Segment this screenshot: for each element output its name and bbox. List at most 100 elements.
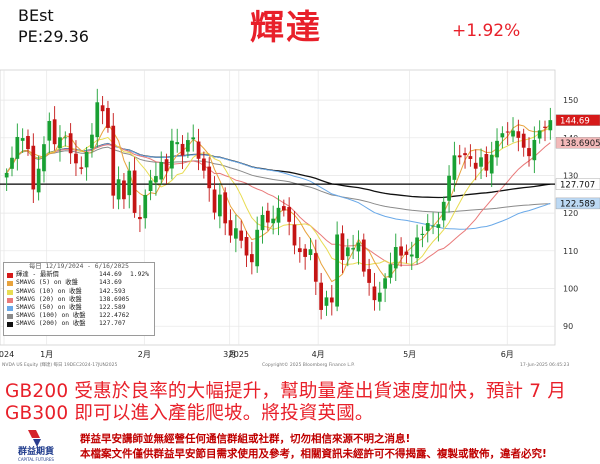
footer: GB200 受惠於良率的大幅提升，幫助量產出貨速度加快，預計 7 月 GB300… bbox=[0, 378, 600, 464]
candle-body bbox=[74, 153, 78, 164]
price-label-box bbox=[555, 137, 600, 149]
candle-body bbox=[143, 194, 148, 219]
price-label-box bbox=[555, 178, 600, 190]
candle-body bbox=[202, 158, 206, 171]
candle-body bbox=[148, 180, 153, 192]
legend-series-value: 138.6905 bbox=[99, 295, 130, 303]
candle-body bbox=[180, 143, 185, 156]
sma-100-line bbox=[6, 146, 551, 213]
candle-body bbox=[132, 170, 137, 213]
candle-body bbox=[303, 248, 308, 257]
sma-200-line bbox=[6, 142, 551, 199]
candle-body bbox=[164, 159, 169, 172]
candle-body bbox=[244, 236, 249, 256]
price-label: 144.69 bbox=[560, 116, 590, 126]
candle-body bbox=[36, 168, 41, 193]
legend-swatch bbox=[7, 305, 13, 311]
candle-body bbox=[42, 144, 46, 172]
legend-series-value: 122.4762 bbox=[99, 312, 130, 320]
candle-body bbox=[265, 210, 270, 223]
legend-series-name: SMAVG (20) on 收盤 bbox=[16, 295, 82, 303]
candle-body bbox=[228, 220, 233, 236]
candle-body bbox=[516, 131, 521, 138]
candle-body bbox=[292, 224, 297, 246]
candle-body bbox=[447, 175, 451, 201]
legend-series-value: 127.707 bbox=[99, 320, 126, 328]
candle-body bbox=[58, 137, 62, 149]
candle-body bbox=[111, 125, 116, 196]
svg-text:群益期貨: 群益期貨 bbox=[17, 445, 54, 457]
candle-body bbox=[159, 162, 164, 180]
candle-body bbox=[287, 207, 292, 222]
candle-body bbox=[84, 151, 89, 168]
x-tick-label: 2月 bbox=[138, 350, 151, 359]
candle-body bbox=[63, 137, 68, 139]
legend-row: 輝達 - 最新價 144.69 1.92% bbox=[4, 271, 154, 279]
candle-body bbox=[175, 142, 180, 145]
candle-body bbox=[95, 102, 100, 138]
candle-body bbox=[351, 248, 355, 250]
candle-body bbox=[154, 176, 158, 183]
candle-body bbox=[271, 218, 276, 224]
candle-body bbox=[10, 157, 14, 169]
legend-swatch bbox=[7, 281, 13, 287]
legend-row: SMAVG (10) on 收盤 142.593 bbox=[4, 288, 154, 296]
y-tick-label: 130 bbox=[563, 171, 578, 180]
candle-body bbox=[218, 194, 222, 217]
source-center: Copyright© 2025 Bloomberg Finance L.P. bbox=[262, 361, 355, 368]
legend-row: SMAVG (20) on 收盤 138.6905 bbox=[4, 296, 154, 304]
candle-body bbox=[15, 136, 20, 159]
candle-body bbox=[372, 286, 377, 301]
stock-chart: 9010011012013014015020241月2月3月20254月5月6月… bbox=[0, 69, 600, 368]
price-label-box bbox=[555, 114, 600, 126]
candle-body bbox=[452, 155, 457, 180]
legend-swatch bbox=[7, 314, 13, 320]
price-label: 122.589 bbox=[560, 200, 595, 210]
candle-body bbox=[31, 145, 36, 190]
candle-body bbox=[20, 138, 25, 141]
x-tick-label: 2024 bbox=[0, 350, 14, 359]
legend-swatch bbox=[7, 289, 13, 295]
candle-body bbox=[505, 131, 510, 133]
capital-futures-logo: 群益期貨 CAPITAL FUTURES bbox=[17, 430, 54, 462]
candle-body bbox=[484, 154, 489, 171]
y-tick-label: 100 bbox=[563, 284, 578, 293]
legend-swatch bbox=[7, 297, 13, 303]
price-label: 127.707 bbox=[560, 180, 595, 190]
candle-body bbox=[441, 201, 446, 221]
candle-body bbox=[521, 133, 526, 148]
candle-body bbox=[399, 246, 403, 256]
source-right: 17-Jun-2025 06:45:23 bbox=[520, 362, 569, 368]
candle-body bbox=[68, 133, 73, 154]
legend-row: SMAVG (50) on 收盤 122.589 bbox=[4, 304, 154, 312]
legend-series-name: 輝達 - 最新價 bbox=[16, 271, 59, 279]
candle-body bbox=[116, 179, 121, 200]
candle-body bbox=[212, 189, 217, 213]
legend-series-value: 122.589 bbox=[99, 303, 126, 311]
x-tick-label: 3月 bbox=[223, 350, 236, 359]
candle-body bbox=[425, 223, 430, 231]
candle-body bbox=[138, 217, 142, 220]
candle-body bbox=[127, 170, 132, 196]
candle-body bbox=[255, 229, 260, 267]
candle-body bbox=[356, 242, 361, 252]
legend-series-name: SMAVG (100) on 收盤 bbox=[16, 312, 86, 320]
candle-body bbox=[329, 297, 334, 303]
y-tick-label: 150 bbox=[563, 96, 578, 105]
candle-body bbox=[489, 154, 494, 174]
legend-series-value: 144.69 bbox=[99, 271, 122, 279]
legend-header: 每日 12/19/2024 - 6/16/2025 bbox=[29, 263, 129, 270]
svg-text:CAPITAL FUTURES: CAPITAL FUTURES bbox=[18, 457, 54, 462]
candle-body bbox=[100, 105, 105, 112]
candle-body bbox=[393, 247, 398, 269]
ticker-name: BEst bbox=[18, 6, 54, 25]
x-tick-label: 4月 bbox=[312, 350, 325, 359]
candle-body bbox=[4, 172, 9, 178]
candle-body bbox=[463, 153, 467, 156]
candle-body bbox=[345, 247, 350, 257]
candle-body bbox=[186, 140, 190, 152]
candle-body bbox=[52, 119, 57, 145]
candle-body bbox=[415, 237, 419, 259]
legend-series-name: SMAVG (10) on 收盤 bbox=[16, 287, 82, 295]
candle-body bbox=[297, 248, 302, 253]
